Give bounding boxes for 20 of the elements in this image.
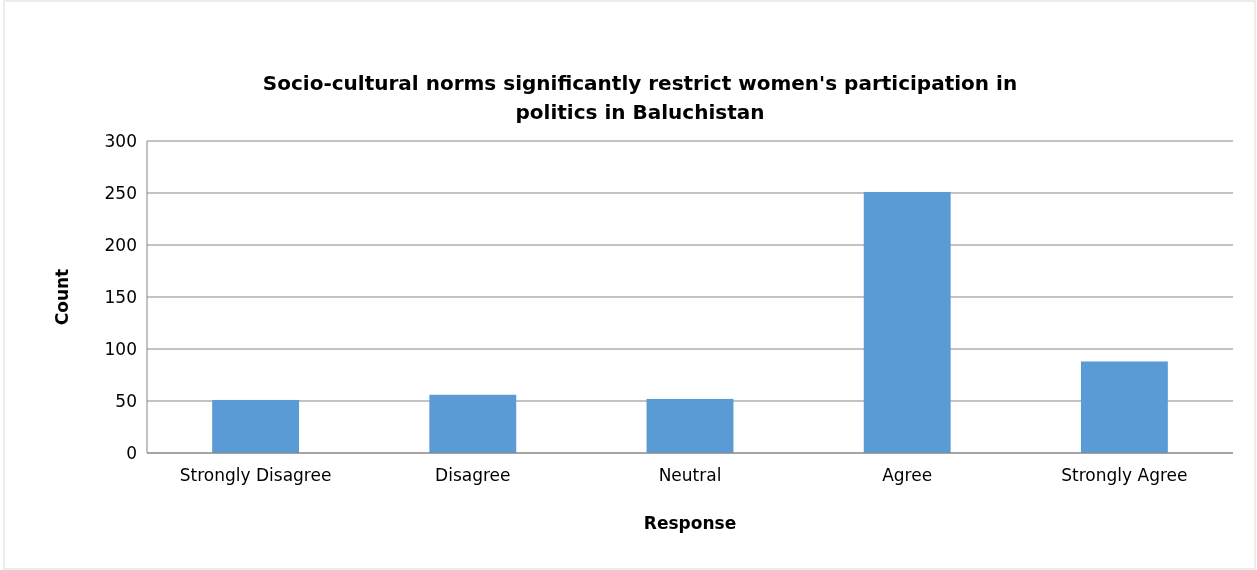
bar — [212, 399, 300, 453]
x-tick-label: Neutral — [658, 465, 722, 485]
x-tick-label: Strongly Disagree — [179, 465, 332, 485]
y-tick-label: 250 — [104, 182, 137, 203]
x-tick-label: Agree — [882, 465, 933, 485]
y-tick-label: 100 — [104, 338, 137, 359]
y-tick-label: 300 — [104, 130, 137, 151]
y-axis-title: Count — [52, 268, 72, 326]
y-tick-label: 50 — [115, 390, 137, 411]
chart-title: Socio-cultural norms significantly restrict women's participation in politics in Baluchistan — [262, 71, 1018, 124]
bar — [863, 191, 951, 453]
x-axis-title: Response — [643, 513, 737, 533]
x-tick-label: Strongly Agree — [1061, 465, 1188, 485]
bar — [1080, 361, 1168, 453]
y-tick-label: 0 — [126, 442, 137, 463]
bar — [429, 394, 517, 453]
bar — [646, 398, 734, 453]
y-tick-label: 150 — [104, 286, 137, 307]
y-tick-label: 200 — [104, 234, 137, 255]
x-tick-label: Disagree — [435, 465, 511, 485]
